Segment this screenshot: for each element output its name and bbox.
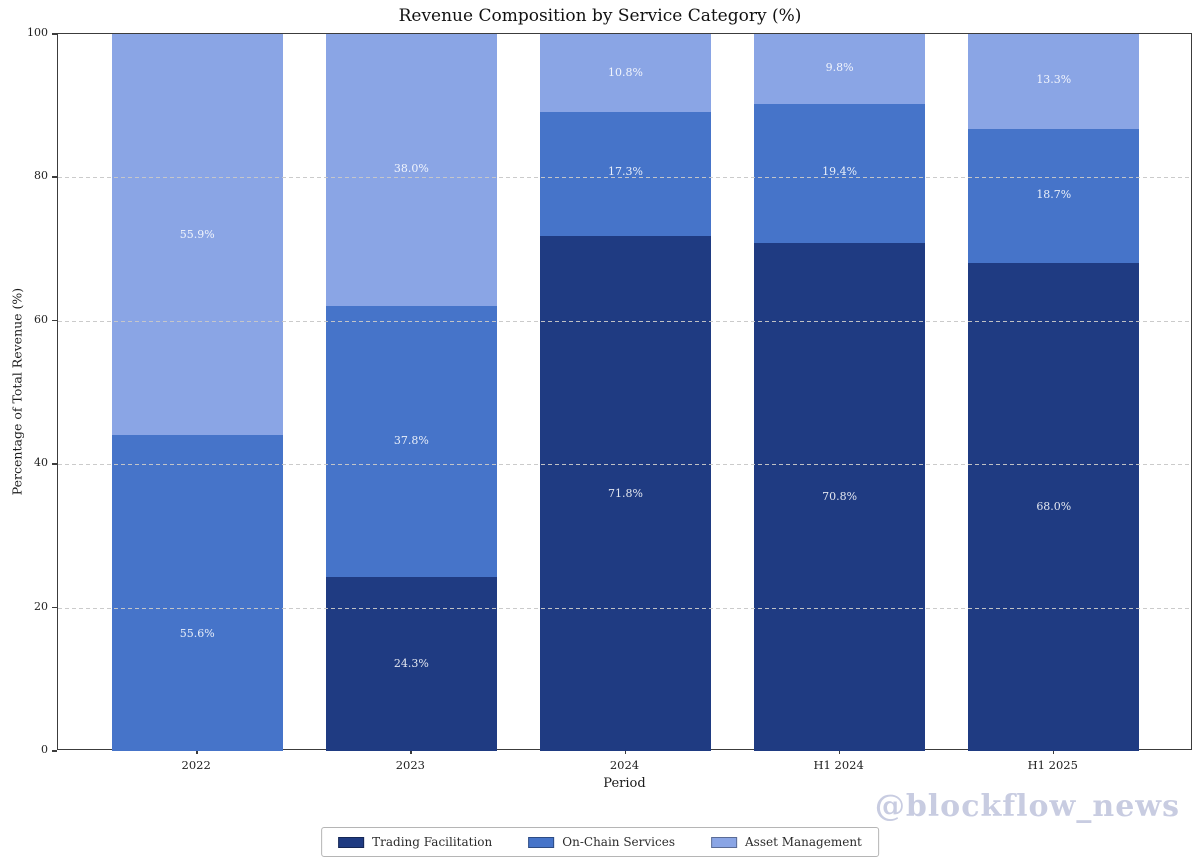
x-tick: [1052, 750, 1055, 754]
watermark: @blockflow_news: [874, 789, 1180, 824]
bar-segment-h1-2025-2: [968, 34, 1140, 130]
legend-item-2: Asset Management: [711, 835, 862, 849]
x-axis-label: Period: [603, 776, 646, 791]
y-tick-label: 100: [27, 26, 48, 39]
gridline-60: [58, 320, 1191, 322]
y-tick-label: 20: [34, 599, 48, 613]
bar-segment-2023-0: [325, 576, 497, 751]
legend-item-label: Trading Facilitation: [372, 835, 493, 849]
bar-segment-h1-2025-0: [968, 263, 1140, 751]
x-tick: [838, 750, 841, 754]
y-tick-label: 40: [34, 456, 48, 470]
y-tick: [52, 176, 57, 178]
bar-segment-h1-2025-1: [968, 129, 1140, 264]
legend-item-label: Asset Management: [745, 835, 862, 849]
y-tick: [52, 33, 57, 35]
legend-swatch-icon: [528, 836, 555, 848]
x-tick: [624, 750, 626, 754]
bar-segment-h1-2024-2: [753, 34, 926, 105]
bar-segment-2024-0: [539, 236, 712, 751]
legend-item-1: On-Chain Services: [528, 835, 675, 849]
x-tick: [196, 750, 198, 754]
x-tick-label: H1 2024: [813, 758, 864, 772]
x-tick: [410, 750, 412, 754]
bar-segment-2023-2: [325, 34, 497, 306]
bar-segment-h1-2024-0: [753, 243, 926, 751]
legend-item-label: On-Chain Services: [562, 835, 676, 849]
y-tick-label: 60: [34, 312, 48, 326]
legend: Trading Facilitation On-Chain Services Ass…: [321, 827, 879, 857]
y-tick: [52, 750, 57, 752]
bar-segment-2024-1: [539, 112, 712, 237]
x-tick-label: 2023: [395, 758, 425, 772]
bar-segment-2022-1: [111, 434, 283, 751]
y-tick-label: 80: [34, 169, 48, 183]
bar-segment-2024-2: [539, 34, 712, 113]
plot-area: 55.6% 55.9% 24.3% 37.8% 38.0% 71.8% 17.3% 10.8%…: [57, 33, 1192, 751]
chart-title: Revenue Composition by Service Category …: [398, 6, 802, 26]
y-tick: [52, 319, 57, 322]
gridline-20: [58, 607, 1191, 609]
x-tick-label: H1 2025: [1027, 758, 1078, 772]
gridline-80: [58, 177, 1191, 179]
bar-segment-2022-2: [111, 34, 283, 435]
legend-swatch-icon: [711, 836, 738, 848]
bar-segment-2023-1: [325, 305, 497, 577]
legend-item-0: Trading Facilitation: [338, 835, 492, 849]
y-tick: [52, 463, 57, 465]
y-axis-label: Percentage of Total Revenue (%): [9, 287, 25, 496]
y-tick: [52, 606, 57, 609]
y-tick-label: 0: [41, 743, 48, 756]
gridline-40: [58, 464, 1191, 466]
x-tick-label: 2024: [609, 758, 640, 772]
x-tick-label: 2022: [181, 758, 211, 772]
bar-segment-h1-2024-1: [753, 104, 926, 244]
legend-swatch-icon: [338, 836, 365, 848]
